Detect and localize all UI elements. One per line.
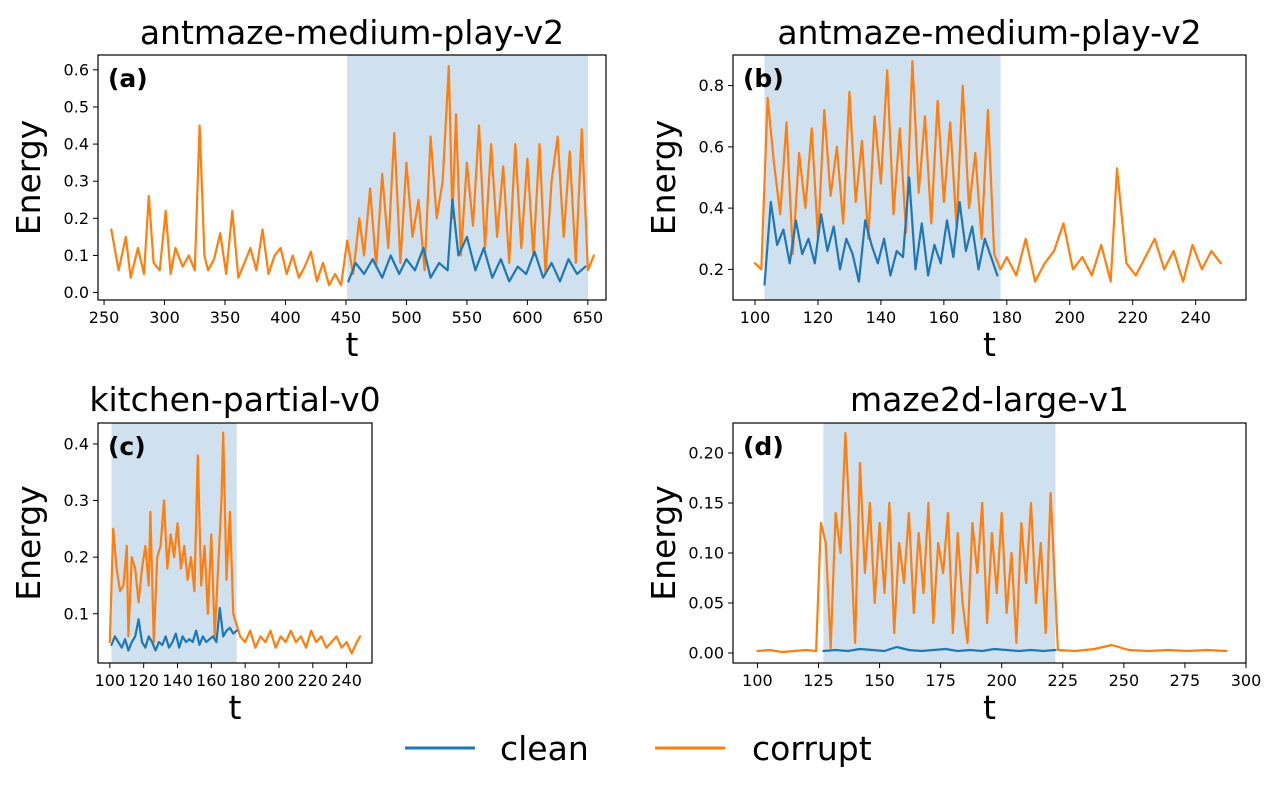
x-tick-label: 100 (742, 671, 773, 690)
axes-frame (97, 422, 373, 664)
x-tick-label: 300 (149, 308, 180, 327)
y-tick-label: 0.6 (699, 137, 724, 156)
x-tick-label: 200 (264, 671, 295, 690)
x-tick-label: 140 (162, 671, 193, 690)
axes-frame (97, 54, 607, 301)
y-tick-label: 0.4 (64, 135, 89, 154)
y-tick-label: 0.15 (688, 494, 724, 513)
y-axis-label: Energy (644, 485, 683, 601)
subplot-title: antmaze-medium-play-v2 (777, 13, 1201, 52)
x-tick-label: 100 (95, 671, 126, 690)
shaded-region (764, 55, 1001, 300)
y-tick-label: 0.3 (64, 172, 89, 191)
y-tick-label: 0.1 (64, 246, 89, 265)
x-tick-label: 400 (270, 308, 301, 327)
y-tick-label: 0.4 (64, 434, 89, 453)
panel-label: (d) (743, 432, 784, 461)
x-tick-label: 240 (1180, 308, 1211, 327)
y-tick-label: 0.2 (64, 548, 89, 567)
x-tick-label: 275 (1170, 671, 1201, 690)
y-tick-label: 0.20 (688, 444, 724, 463)
x-tick-label: 600 (512, 308, 543, 327)
x-tick-label: 200 (1054, 308, 1085, 327)
x-tick-label: 180 (992, 308, 1023, 327)
y-axis-label: Energy (9, 120, 48, 236)
subplot-title: antmaze-medium-play-v2 (140, 13, 564, 52)
y-tick-label: 0.6 (64, 60, 89, 79)
axes-frame (732, 54, 1247, 301)
x-tick-label: 220 (1117, 308, 1148, 327)
x-tick-label: 120 (128, 671, 159, 690)
panel-label: (a) (108, 64, 148, 93)
y-axis-label: Energy (9, 485, 48, 601)
panel-label: (b) (743, 64, 784, 93)
subplot-1: 250 300 350 400 450 500 550 600 650 0.0 0.1 0.2 0.3 0… (9, 13, 607, 364)
y-axis-label: Energy (644, 120, 683, 236)
series-line-corrupt (756, 431, 1228, 654)
subplot-title: maze2d-large-v1 (850, 380, 1129, 419)
legend-label-clean: clean (500, 729, 589, 768)
y-tick-label: 0.3 (64, 491, 89, 510)
x-tick-label: 220 (298, 671, 329, 690)
legend-label-corrupt: corrupt (752, 729, 872, 768)
series-line-clean (110, 606, 238, 652)
series-line-clean (822, 645, 1057, 653)
subplot-4: 100 125 150 175 200 225 250 275 300 0.00 0.05 0.10 0… (644, 380, 1261, 727)
x-tick-label: 175 (925, 671, 956, 690)
y-tick-label: 0.5 (64, 97, 89, 116)
axes-frame (732, 422, 1247, 664)
x-axis-label: t (983, 688, 996, 727)
x-axis-label: t (229, 688, 242, 727)
subplot-3: 100 120 140 160 180 200 220 240 0.1 0.2 0.3 0.4kitc… (9, 380, 381, 727)
x-tick-label: 180 (230, 671, 261, 690)
x-tick-label: 120 (803, 308, 834, 327)
x-tick-label: 650 (573, 308, 604, 327)
series-line-clean (347, 198, 587, 283)
y-tick-label: 0.2 (64, 209, 89, 228)
y-tick-label: 0.4 (699, 199, 724, 218)
legend: clean corrupt (405, 729, 872, 768)
series-line-corrupt (753, 59, 1222, 283)
series-line-clean (763, 176, 999, 286)
series-line-corrupt (110, 64, 596, 287)
x-tick-label: 550 (452, 308, 483, 327)
x-tick-label: 160 (196, 671, 227, 690)
x-tick-label: 200 (986, 671, 1017, 690)
y-tick-label: 0.1 (64, 604, 89, 623)
x-tick-label: 150 (864, 671, 895, 690)
x-tick-label: 500 (391, 308, 422, 327)
series-line-corrupt (108, 431, 362, 655)
y-tick-label: 0.00 (688, 644, 724, 663)
x-tick-label: 450 (331, 308, 362, 327)
x-axis-label: t (983, 325, 996, 364)
x-axis-label: t (346, 325, 359, 364)
subplot-2: 100 120 140 160 180 200 220 240 0.2 0.4 0.6 0.8 antm… (644, 13, 1247, 364)
y-tick-label: 0.8 (699, 76, 724, 95)
x-tick-label: 125 (803, 671, 834, 690)
x-tick-label: 160 (929, 308, 960, 327)
x-tick-label: 250 (89, 308, 120, 327)
x-tick-label: 225 (1048, 671, 1079, 690)
x-tick-label: 250 (1109, 671, 1140, 690)
x-tick-label: 350 (210, 308, 241, 327)
x-tick-label: 300 (1231, 671, 1262, 690)
subplot-title: kitchen-partial-v0 (89, 380, 380, 419)
panel-label: (c) (108, 432, 146, 461)
y-tick-label: 0.05 (688, 594, 724, 613)
x-tick-label: 140 (866, 308, 897, 327)
y-tick-label: 0.2 (699, 260, 724, 279)
y-tick-label: 0.10 (688, 544, 724, 563)
x-tick-label: 100 (740, 308, 771, 327)
y-tick-label: 0.0 (64, 283, 89, 302)
x-tick-label: 240 (331, 671, 362, 690)
